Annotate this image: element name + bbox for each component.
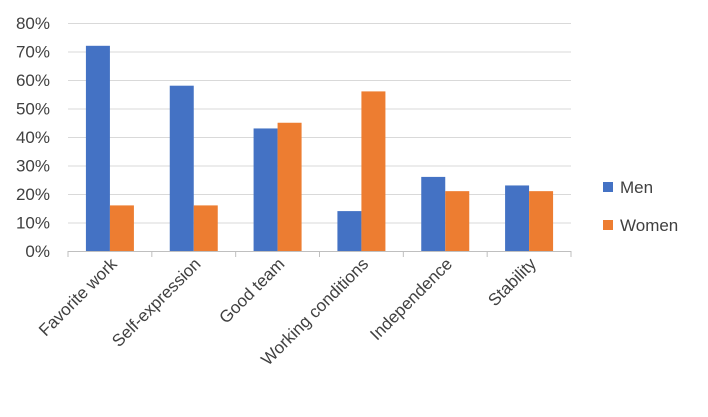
x-category-label: Good team xyxy=(216,254,289,327)
legend-label-men: Men xyxy=(620,178,653,197)
x-category-label: Favorite work xyxy=(35,254,121,340)
y-tick-label: 30% xyxy=(16,157,50,176)
x-category-label: Self-expression xyxy=(108,254,204,350)
y-tick-label: 10% xyxy=(16,214,50,233)
y-axis-tick-labels: 0% 10% 20% 30% 40% 50% 60% 70% 80% xyxy=(16,14,50,261)
bar-women xyxy=(445,191,470,251)
bar-women xyxy=(529,191,554,251)
y-tick-label: 70% xyxy=(16,43,50,62)
bar-men xyxy=(505,185,530,251)
y-tick-label: 40% xyxy=(16,128,50,147)
legend-label-women: Women xyxy=(620,216,678,235)
bar-men xyxy=(169,85,194,251)
y-tick-label: 0% xyxy=(25,242,50,261)
bar-women xyxy=(277,122,302,251)
bar-men xyxy=(85,45,110,251)
y-tick-label: 50% xyxy=(16,100,50,119)
x-axis xyxy=(67,251,572,257)
legend-swatch-women xyxy=(603,220,613,230)
bar-men xyxy=(253,128,278,251)
bar-women xyxy=(109,205,134,251)
y-tick-label: 60% xyxy=(16,71,50,90)
bar-women xyxy=(193,205,218,251)
x-category-label: Stability xyxy=(484,254,540,310)
y-tick-label: 80% xyxy=(16,14,50,33)
bar-men xyxy=(337,211,362,251)
legend-swatch-men xyxy=(603,182,613,192)
bar-women xyxy=(361,91,386,252)
x-category-label: Independence xyxy=(366,254,456,344)
y-tick-label: 20% xyxy=(16,185,50,204)
gridlines xyxy=(68,23,571,224)
bars xyxy=(85,45,554,252)
bar-men xyxy=(421,176,446,251)
legend: Men Women xyxy=(603,178,678,235)
